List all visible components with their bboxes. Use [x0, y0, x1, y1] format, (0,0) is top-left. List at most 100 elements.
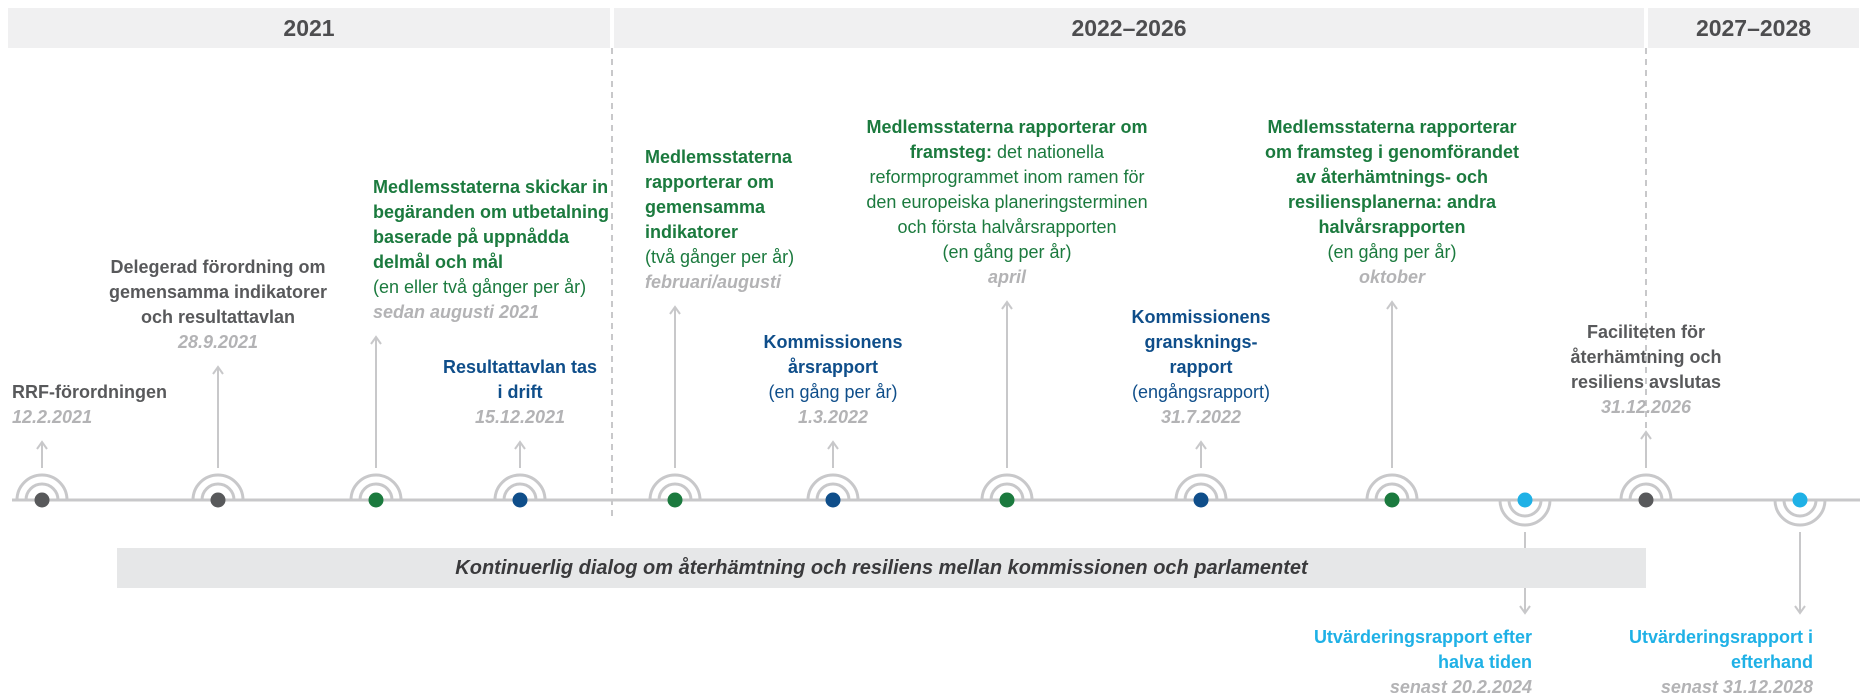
period: 2027–2028 [1648, 8, 1859, 48]
event-date: 31.7.2022 [1160, 407, 1242, 427]
event-title: Delegerad förordning om gemensamma indik… [108, 257, 328, 327]
event-heading: Delegerad förordning om gemensamma indik… [103, 255, 333, 330]
arrow-head [370, 335, 382, 345]
arrow-head [1001, 300, 1013, 310]
event-label: Kommissionens gransknings-rapport (engång… [1121, 305, 1281, 430]
event-heading: Utvärderingsrapport i efterhand [1583, 625, 1813, 675]
event-date: senast 31.12.2028 [1660, 677, 1813, 695]
ring [502, 482, 538, 501]
event-date: senast 20.2.2024 [1389, 677, 1532, 695]
ring [1174, 473, 1228, 501]
ring [1507, 499, 1543, 518]
event-date: 28.9.2021 [177, 332, 259, 352]
event-title: Medlemsstaterna rapporterar om framsteg: [866, 117, 1148, 162]
event-label: Resultattavlan tas i drift 15.12.2021 [440, 355, 600, 430]
ring [1183, 482, 1219, 501]
event-heading: Utvärderingsrapport efter halva tiden [1302, 625, 1532, 675]
ring [349, 473, 403, 501]
period: 2021 [8, 8, 610, 48]
arrow-head [1386, 300, 1398, 310]
event-frequency: (en gång per år) [942, 242, 1072, 262]
ring [980, 473, 1034, 501]
event-title: Utvärderingsrapport i efterhand [1628, 627, 1813, 672]
period: 2022–2026 [614, 8, 1644, 48]
event-heading: Medlemsstaterna rapporterar om gemensamm… [645, 145, 823, 245]
event-date: 12.2.2021 [12, 407, 93, 427]
ring [815, 482, 851, 501]
event-label: Utvärderingsrapport i efterhand senast 31… [1583, 625, 1813, 695]
ring [989, 482, 1025, 501]
ring [358, 482, 394, 501]
event-date: februari/augusti [645, 272, 782, 292]
event-frequency: (två gånger per år) [645, 247, 795, 267]
event-date: april [987, 267, 1026, 287]
event-title: Medlemsstaterna rapporterar om gemensamm… [645, 147, 793, 242]
ring [1619, 473, 1673, 501]
event-dot [667, 492, 683, 508]
event-dot [825, 492, 841, 508]
event-title: Resultattavlan tas i drift [442, 357, 598, 402]
ring [1365, 473, 1419, 501]
event-heading: Kommissionens årsrapport [748, 330, 918, 380]
event-dot [512, 492, 528, 508]
event-date: 31.12.2026 [1600, 397, 1692, 417]
event-frequency: (en gång per år) [768, 382, 898, 402]
event-date: sedan augusti 2021 [373, 302, 540, 322]
ring [1628, 482, 1664, 501]
event-date: 1.3.2022 [797, 407, 869, 427]
event-title: Kommissionens årsrapport [763, 332, 903, 377]
event-frequency: (engångsrapport) [1131, 382, 1271, 402]
event-dot [34, 492, 50, 508]
event-heading: Faciliteten för återhämtning och resilie… [1551, 320, 1741, 395]
arrow-head [669, 305, 681, 315]
ring [24, 482, 60, 501]
ring [657, 482, 693, 501]
event-heading: Medlemsstaterna rapporterar om framsteg:… [857, 115, 1157, 240]
event-dot [1792, 492, 1808, 508]
arrow-head [827, 440, 839, 450]
event-frequency: (en gång per år) [1327, 242, 1457, 262]
arrow-head [1195, 440, 1207, 450]
event-label: Medlemsstaterna rapporterar om framsteg … [1262, 115, 1522, 290]
ring [200, 482, 236, 501]
event-heading: Kommissionens gransknings-rapport [1121, 305, 1281, 380]
event-label: Medlemsstaterna rapporterar om framsteg:… [857, 115, 1157, 290]
event-dot [1638, 492, 1654, 508]
ring [191, 473, 245, 501]
event-label: Faciliteten för återhämtning och resilie… [1551, 320, 1741, 420]
arrow-head [212, 365, 224, 375]
event-heading: Medlemsstaterna rapporterar om framsteg … [1262, 115, 1522, 240]
event-title: Medlemsstaterna rapporterar om framsteg … [1264, 117, 1520, 237]
ring [1498, 499, 1552, 527]
ring [1782, 499, 1818, 518]
event-title: Faciliteten för återhämtning och resilie… [1570, 322, 1722, 392]
event-dot [1193, 492, 1209, 508]
ring [1374, 482, 1410, 501]
event-label: Medlemsstaterna skickar in begäranden om… [373, 175, 613, 325]
event-title: Kommissionens gransknings-rapport [1131, 307, 1271, 377]
ring [493, 473, 547, 501]
event-dot [368, 492, 384, 508]
ring [1773, 499, 1827, 527]
ring [648, 473, 702, 501]
event-dot [1517, 492, 1533, 508]
arrow-head [1640, 430, 1652, 440]
arrow-head [1794, 605, 1806, 615]
arrow-head [514, 440, 526, 450]
event-dot [1384, 492, 1400, 508]
ring [806, 473, 860, 501]
event-frequency: (en eller två gånger per år) [373, 277, 587, 297]
arrow-head [1519, 605, 1531, 615]
event-heading: Resultattavlan tas i drift [440, 355, 600, 405]
event-title: RRF-förordningen [12, 382, 167, 402]
dialog-bar: Kontinuerlig dialog om återhämtning och … [117, 548, 1646, 588]
event-detail: det nationella reformprogrammet inom ram… [866, 142, 1148, 237]
event-date: 15.12.2021 [474, 407, 566, 427]
event-label: Medlemsstaterna rapporterar om gemensamm… [645, 145, 823, 295]
event-heading: Medlemsstaterna skickar in begäranden om… [373, 175, 613, 275]
ring [15, 473, 69, 501]
event-date: oktober [1358, 267, 1425, 287]
event-dot [999, 492, 1015, 508]
arrow-head [36, 440, 48, 450]
